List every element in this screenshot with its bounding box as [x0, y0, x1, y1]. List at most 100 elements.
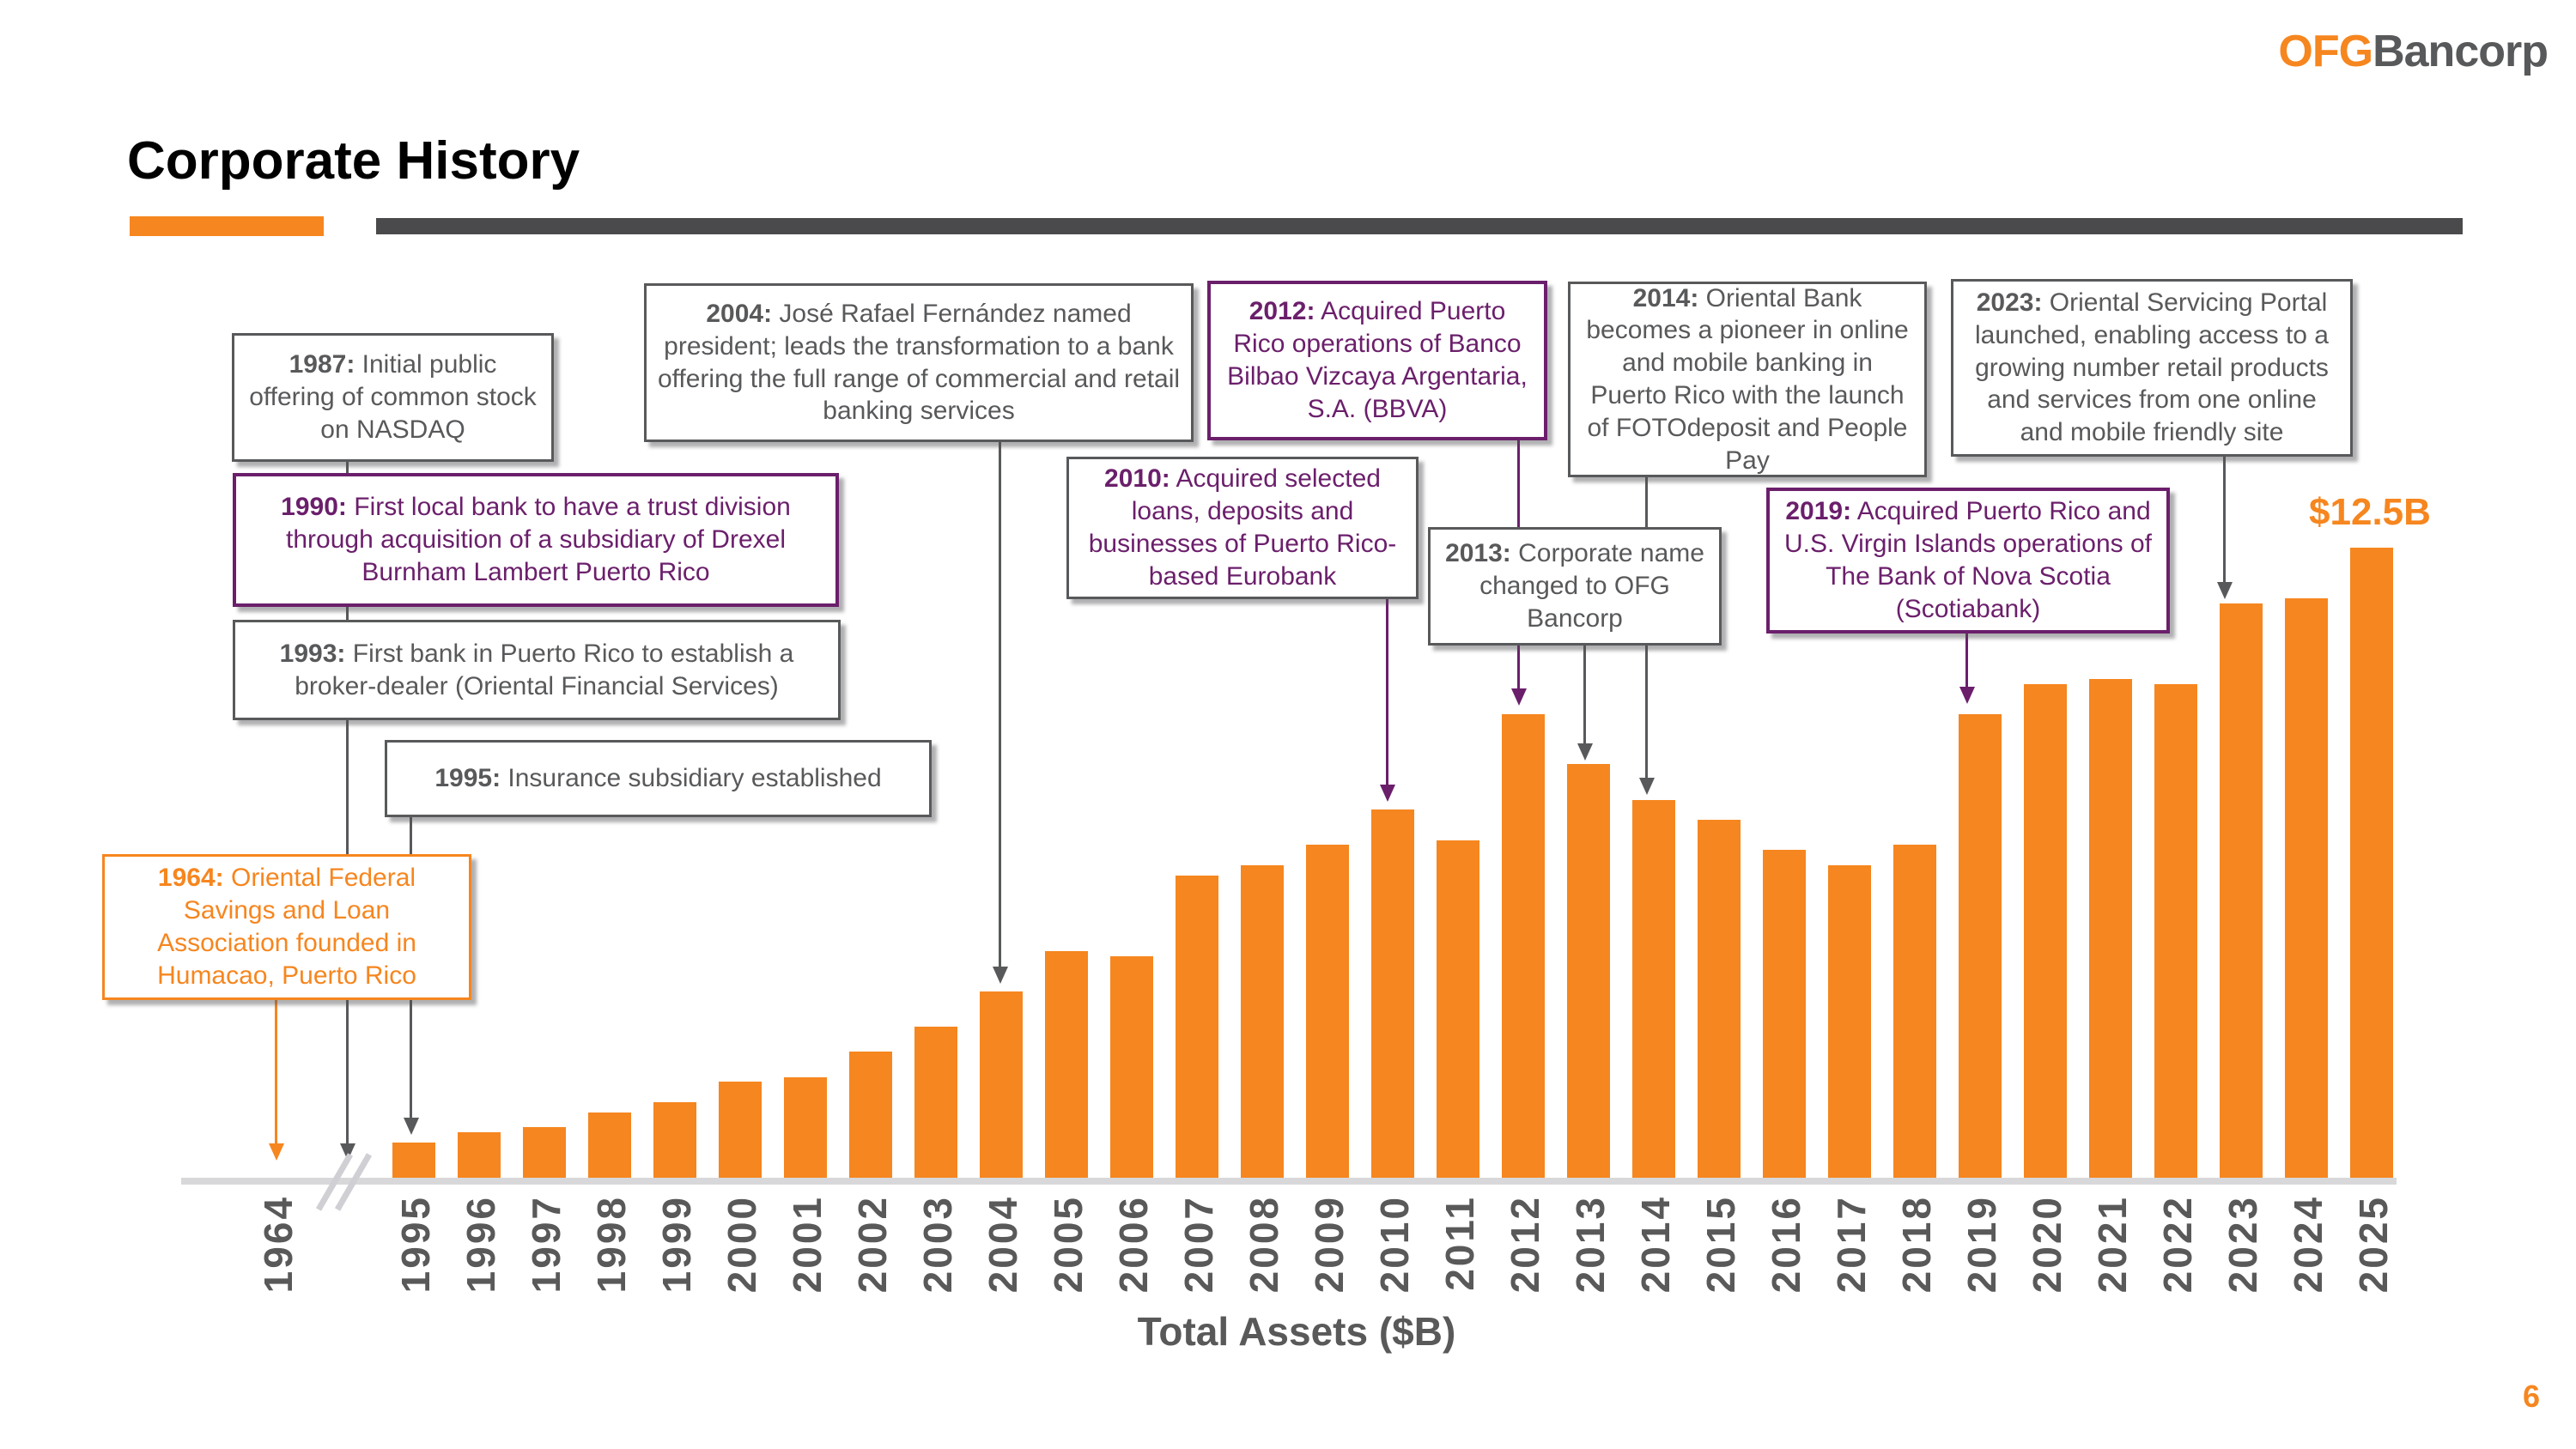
bar-2003: [914, 1027, 957, 1178]
bar-2001: [784, 1077, 827, 1178]
year-label-2008: 2008: [1242, 1195, 1286, 1294]
event-box-2012: 2012: Acquired Puerto Rico operations of…: [1207, 281, 1547, 440]
event-box-2010: 2010: Acquired selected loans, deposits …: [1066, 457, 1419, 599]
year-label-2015: 2015: [1698, 1195, 1743, 1294]
page-number: 6: [2523, 1379, 2541, 1414]
year-label-2000: 2000: [720, 1195, 764, 1294]
event-box-2013: 2013: Corporate name changed to OFG Banc…: [1428, 527, 1722, 646]
event-text-2010: 2010: Acquired selected loans, deposits …: [1088, 464, 1397, 591]
bar-2024: [2285, 598, 2328, 1178]
logo-bancorp: Bancorp: [2372, 27, 2549, 76]
event-box-2004: 2004: José Rafael Fernández named presid…: [644, 283, 1194, 442]
bar-2019: [1959, 714, 2002, 1178]
x-axis-line: [181, 1178, 2397, 1185]
bar-2006: [1110, 956, 1153, 1178]
bar-2016: [1763, 850, 1806, 1178]
event-box-1964: 1964: Oriental Federal Savings and Loan …: [102, 854, 471, 1000]
bar-2018: [1893, 845, 1936, 1178]
bar-1997: [523, 1127, 566, 1178]
event-text-1995: 1995: Insurance subsidiary established: [434, 764, 882, 793]
event-box-1995: 1995: Insurance subsidiary established: [385, 740, 932, 817]
connector-arrow-2019: [1965, 632, 1968, 687]
bar-2021: [2089, 679, 2132, 1178]
bar-2012: [1502, 714, 1545, 1178]
title-underline-gray: [376, 218, 2463, 234]
year-label-2018: 2018: [1894, 1195, 1939, 1294]
bar-2002: [849, 1052, 892, 1178]
company-logo: OFGBancorp: [2278, 26, 2549, 77]
year-label-1998: 1998: [589, 1195, 634, 1294]
year-label-1995: 1995: [393, 1195, 438, 1294]
bar-2022: [2154, 684, 2197, 1178]
bar-2000: [719, 1082, 762, 1178]
bar-2008: [1241, 865, 1284, 1178]
bar-2013: [1567, 764, 1610, 1178]
year-label-2011: 2011: [1437, 1195, 1482, 1291]
bar-2015: [1698, 820, 1741, 1178]
year-label-2014: 2014: [1633, 1195, 1678, 1294]
bar-2025: [2350, 548, 2393, 1178]
bar-2004: [980, 991, 1023, 1178]
bar-2005: [1045, 951, 1088, 1178]
year-label-2013: 2013: [1568, 1195, 1613, 1294]
connector-arrow-2013: [1583, 644, 1586, 743]
connector-arrow-2023: [2223, 455, 2226, 582]
event-box-2023: 2023: Oriental Servicing Portal launched…: [1951, 279, 2353, 457]
year-label-2009: 2009: [1307, 1195, 1352, 1294]
x-axis-title: Total Assets ($B): [1137, 1309, 1456, 1354]
year-label-2003: 2003: [915, 1195, 960, 1294]
event-text-2012: 2012: Acquired Puerto Rico operations of…: [1227, 297, 1528, 423]
logo-ofg: OFG: [2278, 27, 2373, 76]
bar-2017: [1828, 865, 1871, 1178]
event-box-2019: 2019: Acquired Puerto Rico and U.S. Virg…: [1766, 488, 2170, 634]
connector-arrow-2010: [1386, 597, 1388, 785]
year-label-2019: 2019: [1959, 1195, 2004, 1294]
event-text-2014: 2014: Oriental Bank becomes a pioneer in…: [1586, 283, 1909, 475]
connector-arrow-1987: [346, 462, 349, 1143]
year-label-2021: 2021: [2090, 1195, 2135, 1294]
year-label-1964: 1964: [256, 1195, 301, 1294]
year-label-2017: 2017: [1829, 1195, 1874, 1294]
year-label-2022: 2022: [2155, 1195, 2200, 1294]
year-label-2025: 2025: [2351, 1195, 2396, 1294]
bar-1995: [392, 1143, 435, 1178]
year-label-2004: 2004: [981, 1195, 1025, 1294]
event-text-2019: 2019: Acquired Puerto Rico and U.S. Virg…: [1783, 497, 2152, 623]
year-label-2023: 2023: [2221, 1195, 2265, 1294]
page-title: Corporate History: [127, 131, 580, 191]
year-label-2010: 2010: [1372, 1195, 1417, 1294]
event-text-2004: 2004: José Rafael Fernández named presid…: [657, 299, 1181, 426]
year-label-2007: 2007: [1176, 1195, 1221, 1294]
year-label-2001: 2001: [785, 1195, 829, 1294]
event-text-1993: 1993: First bank in Puerto Rico to estab…: [279, 639, 794, 700]
event-box-2014: 2014: Oriental Bank becomes a pioneer in…: [1568, 282, 1927, 477]
event-box-1987: 1987: Initial public offering of common …: [232, 333, 554, 462]
year-label-2005: 2005: [1046, 1195, 1091, 1294]
bar-2009: [1306, 845, 1349, 1178]
year-label-2012: 2012: [1503, 1195, 1547, 1294]
bar-1996: [458, 1132, 501, 1178]
bar-2014: [1632, 800, 1675, 1178]
year-label-2024: 2024: [2286, 1195, 2330, 1294]
bar-2011: [1437, 840, 1479, 1178]
connector-arrow-1964: [275, 998, 277, 1143]
bar-2023: [2220, 603, 2263, 1178]
event-text-2013: 2013: Corporate name changed to OFG Banc…: [1445, 539, 1704, 633]
year-label-1997: 1997: [524, 1195, 568, 1294]
event-box-1993: 1993: First bank in Puerto Rico to estab…: [233, 620, 841, 720]
title-underline-orange: [130, 216, 324, 236]
bar-2010: [1371, 809, 1414, 1178]
peak-value-annotation: $12.5B: [2309, 491, 2431, 533]
connector-arrow-2004: [999, 440, 1001, 967]
event-text-2023: 2023: Oriental Servicing Portal launched…: [1975, 288, 2329, 447]
year-label-1996: 1996: [459, 1195, 503, 1294]
event-box-1990: 1990: First local bank to have a trust d…: [233, 473, 839, 607]
event-text-1990: 1990: First local bank to have a trust d…: [281, 493, 791, 586]
bar-2007: [1176, 876, 1218, 1178]
bar-1998: [588, 1113, 631, 1178]
event-text-1964: 1964: Oriental Federal Savings and Loan …: [157, 864, 416, 990]
year-label-1999: 1999: [654, 1195, 699, 1294]
year-label-2020: 2020: [2025, 1195, 2069, 1294]
year-label-2006: 2006: [1111, 1195, 1156, 1294]
